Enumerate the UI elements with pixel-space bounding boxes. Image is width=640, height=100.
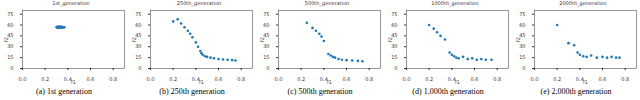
svg-text:f2: f2 <box>259 37 265 42</box>
html-text:(b) 250th generation: (b) 250th generation <box>159 87 225 96</box>
html-text:1st_generation: 1st_generation <box>52 0 90 6</box>
svg-text:30: 30 <box>135 43 141 49</box>
html-text:1000th_generation: 1000th_generation <box>431 0 479 6</box>
svg-text:75: 75 <box>135 11 141 17</box>
svg-text:0.8: 0.8 <box>493 76 501 82</box>
svg-text:0.8: 0.8 <box>621 76 629 82</box>
svg-text:75: 75 <box>519 11 525 17</box>
svg-text:45: 45 <box>263 32 270 39</box>
svg-text:30: 30 <box>263 43 269 49</box>
svg-text:75: 75 <box>7 11 13 17</box>
svg-text:0: 0 <box>138 65 141 71</box>
svg-text:75: 75 <box>391 11 397 17</box>
svg-text:0.6: 0.6 <box>343 76 351 82</box>
svg-text:45: 45 <box>135 32 142 39</box>
svg-text:45: 45 <box>7 32 14 39</box>
html-text:(e) 2,000th generation: (e) 2,000th generation <box>540 87 612 96</box>
svg-text:0.8: 0.8 <box>365 76 373 82</box>
svg-text:f2: f2 <box>3 37 9 42</box>
svg-text:30: 30 <box>7 43 13 49</box>
svg-text:0.0: 0.0 <box>275 76 283 82</box>
html-text:250th_generation: 250th_generation <box>176 0 222 6</box>
svg-text:60: 60 <box>7 22 13 28</box>
svg-text:60: 60 <box>391 22 397 28</box>
svg-text:75: 75 <box>263 11 269 17</box>
svg-text:f1: f1 <box>199 79 204 85</box>
svg-text:0: 0 <box>10 65 13 71</box>
svg-text:0.4: 0.4 <box>319 76 328 83</box>
svg-text:f2: f2 <box>131 37 137 42</box>
svg-text:15: 15 <box>7 54 13 60</box>
svg-text:0.2: 0.2 <box>297 76 305 82</box>
svg-text:f2: f2 <box>515 37 521 42</box>
svg-text:0.0: 0.0 <box>531 76 539 82</box>
html-text:500th_generation: 500th_generation <box>304 0 350 6</box>
svg-text:0: 0 <box>266 65 269 71</box>
svg-text:f1: f1 <box>327 79 332 85</box>
svg-text:0.0: 0.0 <box>19 76 27 82</box>
svg-text:30: 30 <box>519 43 525 49</box>
svg-text:0.6: 0.6 <box>87 76 95 82</box>
svg-text:15: 15 <box>135 54 141 60</box>
svg-text:0.0: 0.0 <box>403 76 411 82</box>
svg-text:0.4: 0.4 <box>447 76 456 83</box>
svg-text:60: 60 <box>135 22 141 28</box>
svg-text:0.8: 0.8 <box>109 76 117 82</box>
svg-text:0.2: 0.2 <box>553 76 561 82</box>
svg-text:0.6: 0.6 <box>215 76 223 82</box>
svg-text:0.6: 0.6 <box>599 76 607 82</box>
svg-text:0.4: 0.4 <box>63 76 72 83</box>
svg-text:f1: f1 <box>71 79 76 85</box>
svg-text:0.8: 0.8 <box>237 76 245 82</box>
html-text:(c) 500th generation: (c) 500th generation <box>287 87 353 96</box>
svg-text:0.4: 0.4 <box>575 76 584 83</box>
svg-text:f2: f2 <box>387 37 393 42</box>
svg-text:0.2: 0.2 <box>169 76 177 82</box>
svg-text:0: 0 <box>522 65 525 71</box>
svg-text:60: 60 <box>519 22 525 28</box>
svg-text:45: 45 <box>391 32 398 39</box>
svg-text:15: 15 <box>391 54 397 60</box>
svg-text:0.0: 0.0 <box>147 76 155 82</box>
svg-text:15: 15 <box>519 54 525 60</box>
svg-text:0.2: 0.2 <box>425 76 433 82</box>
svg-text:45: 45 <box>519 32 526 39</box>
svg-text:15: 15 <box>263 54 269 60</box>
svg-text:f1: f1 <box>583 79 588 85</box>
svg-text:0.2: 0.2 <box>41 76 49 82</box>
svg-text:60: 60 <box>263 22 269 28</box>
html-text:2000th_generation: 2000th_generation <box>559 0 607 6</box>
svg-text:f1: f1 <box>455 79 460 85</box>
svg-text:0.6: 0.6 <box>471 76 479 82</box>
html-text:(d) 1,000th generation: (d) 1,000th generation <box>412 87 484 96</box>
svg-text:0.4: 0.4 <box>191 76 200 83</box>
svg-text:0: 0 <box>394 65 397 71</box>
svg-text:30: 30 <box>391 43 397 49</box>
html-text:(a) 1st generation: (a) 1st generation <box>36 87 92 96</box>
